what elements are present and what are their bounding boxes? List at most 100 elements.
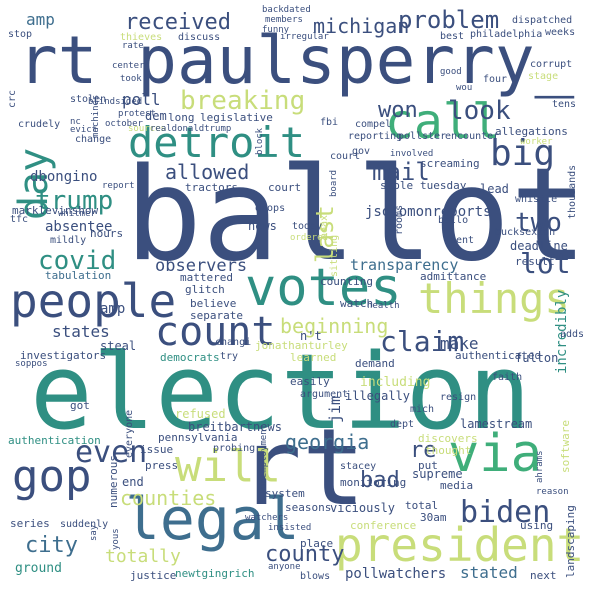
word-result: result	[515, 255, 555, 268]
word-faith: faith	[492, 372, 523, 383]
word-center: center	[112, 61, 145, 71]
word-ballot: ballot	[125, 141, 588, 290]
word-stacey: stacey	[340, 461, 377, 472]
word-30am: 30am	[420, 511, 447, 524]
word-fbi: fbi	[320, 117, 339, 128]
word-transparency: transparency	[350, 256, 459, 274]
word-reason: reason	[536, 487, 569, 497]
word-software: software	[559, 420, 572, 473]
word-marklevinshow: marklevinshow	[12, 204, 99, 217]
word-anyone: anyone	[268, 562, 301, 572]
word-count: count	[155, 309, 276, 355]
word-states: states	[52, 322, 110, 341]
word-legislative: legislative	[200, 111, 273, 124]
word-pollwatchers: pollwatchers	[345, 566, 447, 582]
word-pennsylvania: pennsylvania	[158, 431, 238, 444]
word-issue: issue	[140, 443, 174, 456]
word-call: call	[385, 94, 501, 150]
word-soppos: soppos	[15, 359, 48, 369]
word-re: re	[410, 438, 437, 463]
word-realdonaldtrump: realdonaldtrump	[150, 124, 232, 134]
word-thieves: thieves	[120, 32, 163, 43]
word-put: put	[418, 459, 438, 472]
word-via: via	[448, 424, 542, 484]
word-press: press	[145, 459, 179, 472]
word-weeks: weeks	[545, 27, 576, 38]
word-look: look	[448, 96, 511, 126]
word-election: election	[30, 331, 531, 453]
word-watchers: watchers	[245, 513, 289, 523]
word-compel: compel	[355, 119, 392, 130]
word-sitting: sitting	[329, 234, 340, 277]
word-believe: believe	[190, 297, 237, 310]
word-big: big	[490, 133, 556, 174]
word-health: health	[367, 301, 400, 311]
word-people: people	[10, 274, 177, 328]
word-got: got	[70, 399, 90, 412]
word-drops: drops	[255, 203, 286, 214]
word-worker: worker	[520, 137, 553, 147]
word-resign: resign	[440, 392, 477, 403]
word-machines: machines	[91, 94, 101, 138]
word-yous: yous	[111, 528, 121, 550]
word-mildly: mildly	[50, 235, 87, 246]
word-nt: n't	[300, 329, 322, 343]
word-counting: counting	[320, 275, 373, 288]
word-place: place	[300, 537, 334, 550]
word-court1: court	[268, 181, 302, 194]
word-absentee: absentee	[45, 219, 113, 235]
word-involved: involved	[390, 149, 434, 159]
word-things: things	[418, 274, 570, 323]
word-including: including	[360, 375, 431, 390]
word-whitmer: whitmer	[58, 209, 96, 219]
word-october: october	[105, 119, 143, 129]
word-will: will	[175, 441, 281, 492]
word-wou: wou	[456, 83, 473, 93]
word-bad: bad	[360, 468, 400, 493]
word-rooms: rooms	[394, 204, 405, 235]
word-probing: probing	[213, 443, 256, 454]
word-philadelphia: philadelphia	[470, 29, 543, 40]
word-landscaping: landscaping	[564, 505, 577, 578]
word-counties: counties	[120, 486, 217, 510]
word-backdated: backdated	[262, 5, 311, 15]
word-easily: easily	[290, 375, 330, 388]
word-won: won	[378, 98, 418, 123]
word-justice: justice	[130, 569, 177, 582]
word-totally: totally	[105, 546, 181, 567]
word-discovers: discovers	[418, 432, 478, 445]
word-authentication: authentication	[8, 434, 101, 447]
word-thought: thought	[425, 444, 472, 457]
word-court2: court	[330, 151, 361, 162]
word-end: end	[122, 475, 144, 489]
word-changi: changi	[215, 337, 252, 348]
word-authenticated: authenticated	[455, 349, 542, 362]
word-sent: sent	[450, 235, 475, 246]
word-report: report	[102, 181, 135, 191]
word-nc: nc	[70, 117, 81, 127]
word-everyone: everyone	[124, 409, 135, 458]
word-funny: funny	[262, 25, 290, 35]
word-watch: watch	[340, 297, 374, 310]
word-next: next	[530, 569, 557, 582]
word-four: four	[483, 74, 508, 85]
word-monitoring: monitoring	[340, 476, 407, 489]
word-insisted: insisted	[268, 523, 312, 533]
word-breitbartnews: breitbartnews	[188, 420, 282, 434]
word-separate: separate	[190, 309, 243, 322]
word-biden: biden	[460, 495, 551, 530]
word-total: total	[405, 499, 439, 512]
word-screaming: screaming	[420, 157, 480, 170]
word-poll: poll	[122, 90, 161, 109]
word-seasons: seasons	[285, 501, 332, 514]
word-trump: trump	[35, 186, 114, 216]
word-blows: blows	[300, 571, 331, 582]
word-today: today	[292, 221, 323, 232]
word-amp2: amp	[100, 301, 126, 317]
word-argument: argument	[300, 389, 349, 400]
word-bucksexton: bucksexton	[495, 227, 556, 238]
word-stolen: stolen	[70, 94, 107, 105]
word-received: received	[125, 10, 231, 35]
word-unemployment: unemployment	[259, 423, 269, 489]
word-stage: stage	[528, 71, 559, 82]
